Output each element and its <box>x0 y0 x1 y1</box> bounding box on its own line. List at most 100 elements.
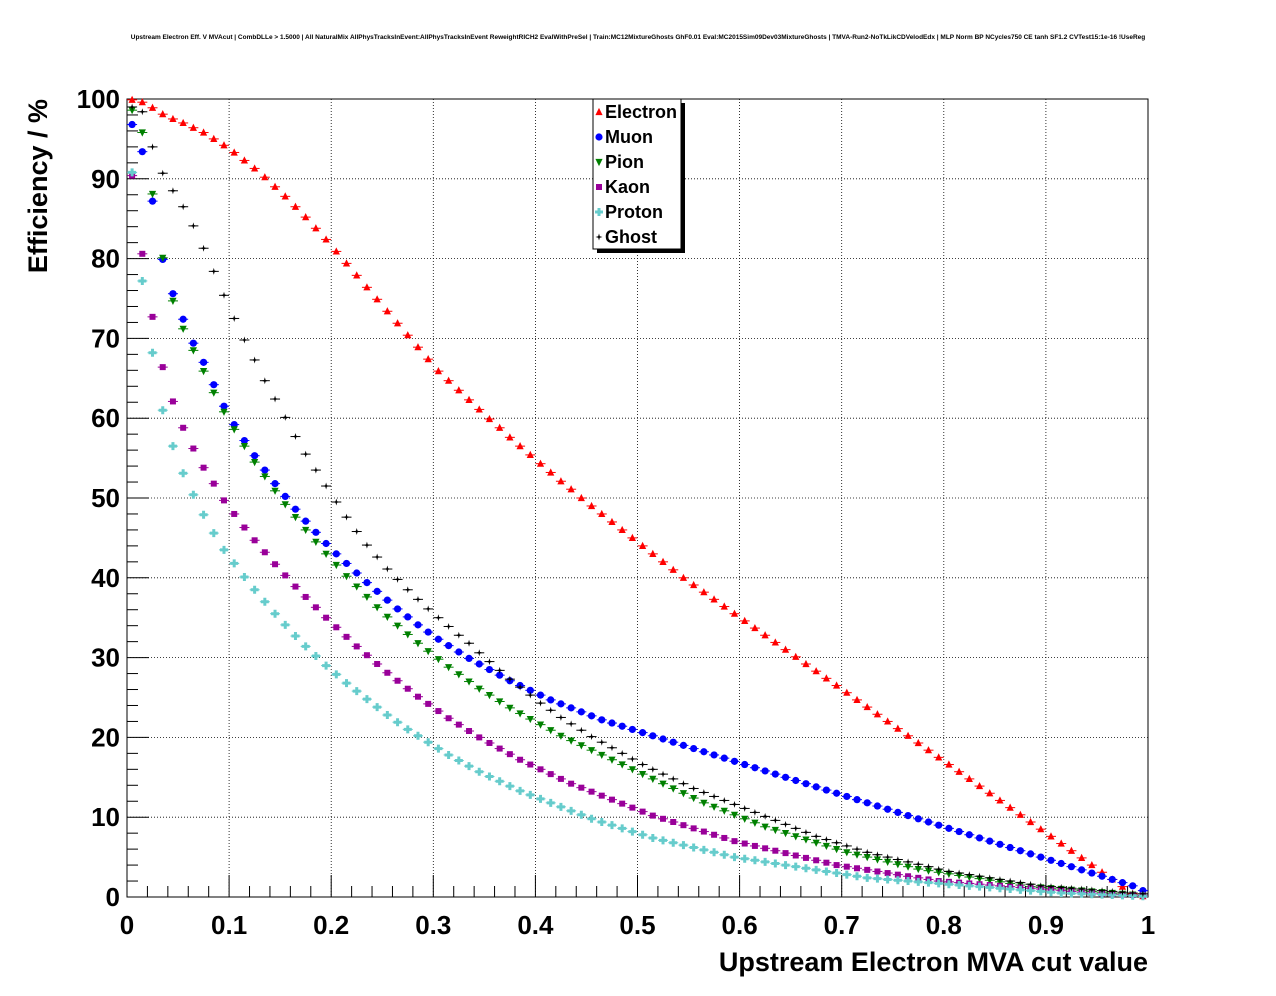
ghost-point <box>598 738 606 746</box>
ghost-point <box>1108 887 1116 895</box>
muon-point <box>373 587 381 595</box>
muon-point <box>1098 872 1106 880</box>
kaon-point <box>660 815 667 822</box>
ghost-point <box>649 765 657 773</box>
y-tick-label: 100 <box>77 84 120 114</box>
legend-box <box>592 98 682 250</box>
pion-point <box>710 803 718 811</box>
kaon-point <box>353 643 360 650</box>
proton-point <box>863 873 872 882</box>
y-tick-label: 50 <box>91 483 120 513</box>
kaon-point <box>751 842 758 849</box>
kaon-point <box>466 728 473 735</box>
muon-point <box>924 818 933 826</box>
muon-point <box>363 578 371 587</box>
electron-point <box>822 674 830 682</box>
proton-point <box>1077 889 1086 898</box>
kaon-point <box>190 445 197 452</box>
electron-point <box>598 509 606 518</box>
pion-point <box>291 514 300 522</box>
kaon-point <box>363 652 370 659</box>
kaon-point <box>588 788 595 795</box>
muon-point <box>618 722 626 730</box>
pion-point <box>894 861 902 869</box>
ghost-point <box>965 871 973 879</box>
series-muon <box>127 120 1148 895</box>
electron-point <box>669 565 677 573</box>
muon-point <box>536 691 545 699</box>
kaon-point <box>700 828 707 835</box>
kaon-point <box>670 818 677 825</box>
muon-point <box>761 767 769 775</box>
pion-point <box>679 790 688 798</box>
muon-point <box>587 712 596 720</box>
muon-point <box>414 621 422 629</box>
electron-point <box>199 128 208 136</box>
ghost-point <box>363 541 371 549</box>
proton-point <box>505 782 514 791</box>
x-tick-label: 0.4 <box>517 910 554 940</box>
legend-entry-kaon: Kaon <box>596 177 650 197</box>
muon-point <box>577 708 585 716</box>
proton-point <box>628 827 637 836</box>
proton-point <box>444 750 453 759</box>
ghost-point <box>945 867 953 875</box>
ghost-point <box>291 433 299 441</box>
muon-point <box>1129 882 1137 890</box>
ghost-point <box>1016 879 1024 887</box>
ghost-point <box>230 314 238 322</box>
ghost-point <box>567 720 575 728</box>
legend-entry-ghost: Ghost <box>595 227 657 247</box>
kaon-point <box>425 700 432 707</box>
x-tick-label: 0.8 <box>926 910 962 940</box>
proton-point <box>720 850 729 859</box>
x-tick-label: 0.2 <box>313 910 349 940</box>
ghost-point <box>955 869 963 877</box>
muon-point <box>730 757 739 765</box>
pion-point <box>751 819 759 827</box>
pion-point <box>148 190 157 199</box>
ghost-point <box>1067 884 1075 892</box>
ghost-point <box>1129 889 1137 897</box>
electron-point <box>1026 817 1035 826</box>
electron-point <box>424 355 432 363</box>
electron-point <box>179 118 187 127</box>
ghost-point <box>618 749 626 757</box>
muon-point <box>822 786 830 794</box>
muon-point <box>424 628 432 636</box>
electron-point <box>465 395 473 403</box>
proton-point <box>403 725 412 734</box>
muon-point <box>935 821 943 829</box>
muon-point <box>220 402 228 410</box>
electron-point <box>873 710 882 718</box>
muon-point <box>138 148 146 156</box>
pion-point <box>639 771 647 779</box>
proton-point <box>761 857 770 866</box>
kaon-point <box>261 549 268 556</box>
kaon-point <box>741 840 748 847</box>
muon-point <box>659 735 667 743</box>
electron-point <box>679 573 688 581</box>
pion-point <box>526 715 534 724</box>
muon-point <box>975 834 984 842</box>
pion-point <box>342 573 351 581</box>
muon-point <box>649 732 657 740</box>
ghost-point <box>220 291 228 299</box>
proton-point <box>536 794 545 803</box>
electron-point <box>271 182 279 190</box>
ghost-point <box>914 860 922 868</box>
proton-point <box>250 585 259 594</box>
kaon-point <box>302 593 309 600</box>
muon-point <box>455 648 463 656</box>
proton-point <box>1026 886 1035 895</box>
proton-point <box>689 843 698 852</box>
series-ghost <box>127 103 1148 898</box>
proton-point <box>995 884 1004 893</box>
muon-point <box>445 642 453 650</box>
muon-point <box>148 197 157 205</box>
legend-label-muon: Muon <box>605 127 653 147</box>
ghost-point <box>996 875 1004 883</box>
kaon-point <box>251 537 258 544</box>
electron-point <box>148 103 157 111</box>
proton-point <box>1108 891 1117 900</box>
